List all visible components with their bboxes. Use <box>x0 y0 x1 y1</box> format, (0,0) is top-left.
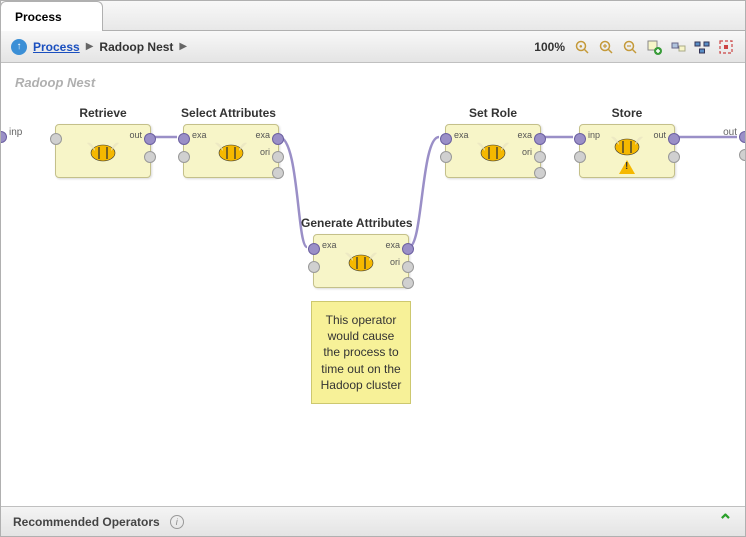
operator-body[interactable]: exa exa ori <box>445 124 541 178</box>
zoom-in-icon[interactable] <box>597 38 615 56</box>
port-label: exa <box>322 240 337 250</box>
operator-input-port[interactable] <box>440 133 452 145</box>
zoom-level: 100% <box>534 40 565 54</box>
operator-output-port-2[interactable] <box>668 151 680 163</box>
svg-text:●: ● <box>579 44 583 50</box>
arrange-icon[interactable] <box>693 38 711 56</box>
port-label: out <box>723 127 737 138</box>
recommended-operators-panel[interactable]: Recommended Operators i ⌃ <box>1 506 745 536</box>
operator-body[interactable]: out <box>55 124 151 178</box>
operator-title: Store <box>579 106 675 120</box>
operator-body[interactable]: inp out <box>579 124 675 178</box>
operator-set-role[interactable]: Set Role exa exa ori <box>445 106 541 178</box>
zoom-out-icon[interactable] <box>621 38 639 56</box>
toolbar-right: 100% ● <box>534 38 735 56</box>
operator-select-attributes[interactable]: Select Attributes exa exa ori <box>183 106 279 178</box>
toolbar: ↑ Process ▶ Radoop Nest ▶ 100% ● <box>1 31 745 63</box>
fit-view-icon[interactable] <box>717 38 735 56</box>
note-text: This operator would cause the process to… <box>321 313 402 392</box>
operator-output-port-3[interactable] <box>534 167 546 179</box>
breadcrumb-current: Radoop Nest <box>99 40 173 54</box>
port-label: exa <box>454 130 469 140</box>
canvas-output-port-2[interactable] <box>739 149 745 161</box>
operator-body[interactable]: exa exa ori <box>183 124 279 178</box>
operator-input-port[interactable] <box>308 243 320 255</box>
operator-title: Select Attributes <box>178 106 279 120</box>
up-arrow-icon[interactable]: ↑ <box>11 39 27 55</box>
operator-output-port-ori[interactable] <box>272 151 284 163</box>
auto-wire-icon[interactable] <box>669 38 687 56</box>
operator-retrieve[interactable]: Retrieve out <box>55 106 151 178</box>
annotation-note[interactable]: This operator would cause the process to… <box>311 301 411 404</box>
add-operator-icon[interactable] <box>645 38 663 56</box>
port-label: ori <box>260 147 270 157</box>
port-label: exa <box>385 240 400 250</box>
tab-bar: Process <box>1 1 745 31</box>
operator-title: Retrieve <box>55 106 151 120</box>
operator-input-port[interactable] <box>178 133 190 145</box>
canvas-title: Radoop Nest <box>15 75 95 90</box>
port-label: exa <box>192 130 207 140</box>
chevron-right-icon: ▶ <box>86 41 94 52</box>
operator-title: Set Role <box>445 106 541 120</box>
zoom-reset-icon[interactable]: ● <box>573 38 591 56</box>
info-icon[interactable]: i <box>170 515 184 529</box>
operator-output-port-2[interactable] <box>144 151 156 163</box>
bee-icon <box>343 247 379 275</box>
port-label: ori <box>522 147 532 157</box>
breadcrumb: ↑ Process ▶ Radoop Nest ▶ <box>11 39 187 55</box>
operator-output-port[interactable] <box>272 133 284 145</box>
tab-process[interactable]: Process <box>0 1 103 31</box>
operator-output-port-ori[interactable] <box>534 151 546 163</box>
operator-input-port-2[interactable] <box>178 151 190 163</box>
process-window: Process ↑ Process ▶ Radoop Nest ▶ 100% ●… <box>0 0 746 537</box>
operator-output-port[interactable] <box>534 133 546 145</box>
operator-input-port-2[interactable] <box>440 151 452 163</box>
operator-input-port[interactable] <box>574 133 586 145</box>
canvas-output-port[interactable] <box>739 131 745 143</box>
operator-output-port[interactable] <box>144 133 156 145</box>
tab-label: Process <box>15 10 62 24</box>
port-label: ori <box>390 257 400 267</box>
port-label: out <box>129 130 142 140</box>
process-canvas[interactable]: Radoop Nest inp out Retrieve out <box>1 63 745 506</box>
operator-input-port-2[interactable] <box>574 151 586 163</box>
operator-title: Generate Attributes <box>301 216 413 230</box>
port-label: out <box>653 130 666 140</box>
breadcrumb-root-link[interactable]: Process <box>33 40 80 54</box>
warning-icon <box>619 160 635 174</box>
canvas-input-port[interactable] <box>1 131 7 143</box>
operator-input-port[interactable] <box>50 133 62 145</box>
bee-icon <box>213 137 249 165</box>
operator-body[interactable]: exa exa ori <box>313 234 409 288</box>
operator-input-port-2[interactable] <box>308 261 320 273</box>
operator-output-port[interactable] <box>402 243 414 255</box>
port-label: inp <box>9 127 22 138</box>
chevron-right-icon: ▶ <box>179 41 187 52</box>
operator-output-port-3[interactable] <box>272 167 284 179</box>
expand-up-icon[interactable]: ⌃ <box>718 511 733 532</box>
port-label: exa <box>517 130 532 140</box>
bee-icon <box>85 137 121 165</box>
operator-output-port-3[interactable] <box>402 277 414 289</box>
bee-icon <box>475 137 511 165</box>
bee-icon <box>609 131 645 159</box>
operator-generate-attributes[interactable]: Generate Attributes exa exa ori <box>313 216 413 288</box>
operator-output-port-ori[interactable] <box>402 261 414 273</box>
port-label: inp <box>588 130 600 140</box>
operator-store[interactable]: Store inp out <box>579 106 675 178</box>
port-label: exa <box>255 130 270 140</box>
footer-title: Recommended Operators <box>13 515 160 529</box>
operator-output-port[interactable] <box>668 133 680 145</box>
